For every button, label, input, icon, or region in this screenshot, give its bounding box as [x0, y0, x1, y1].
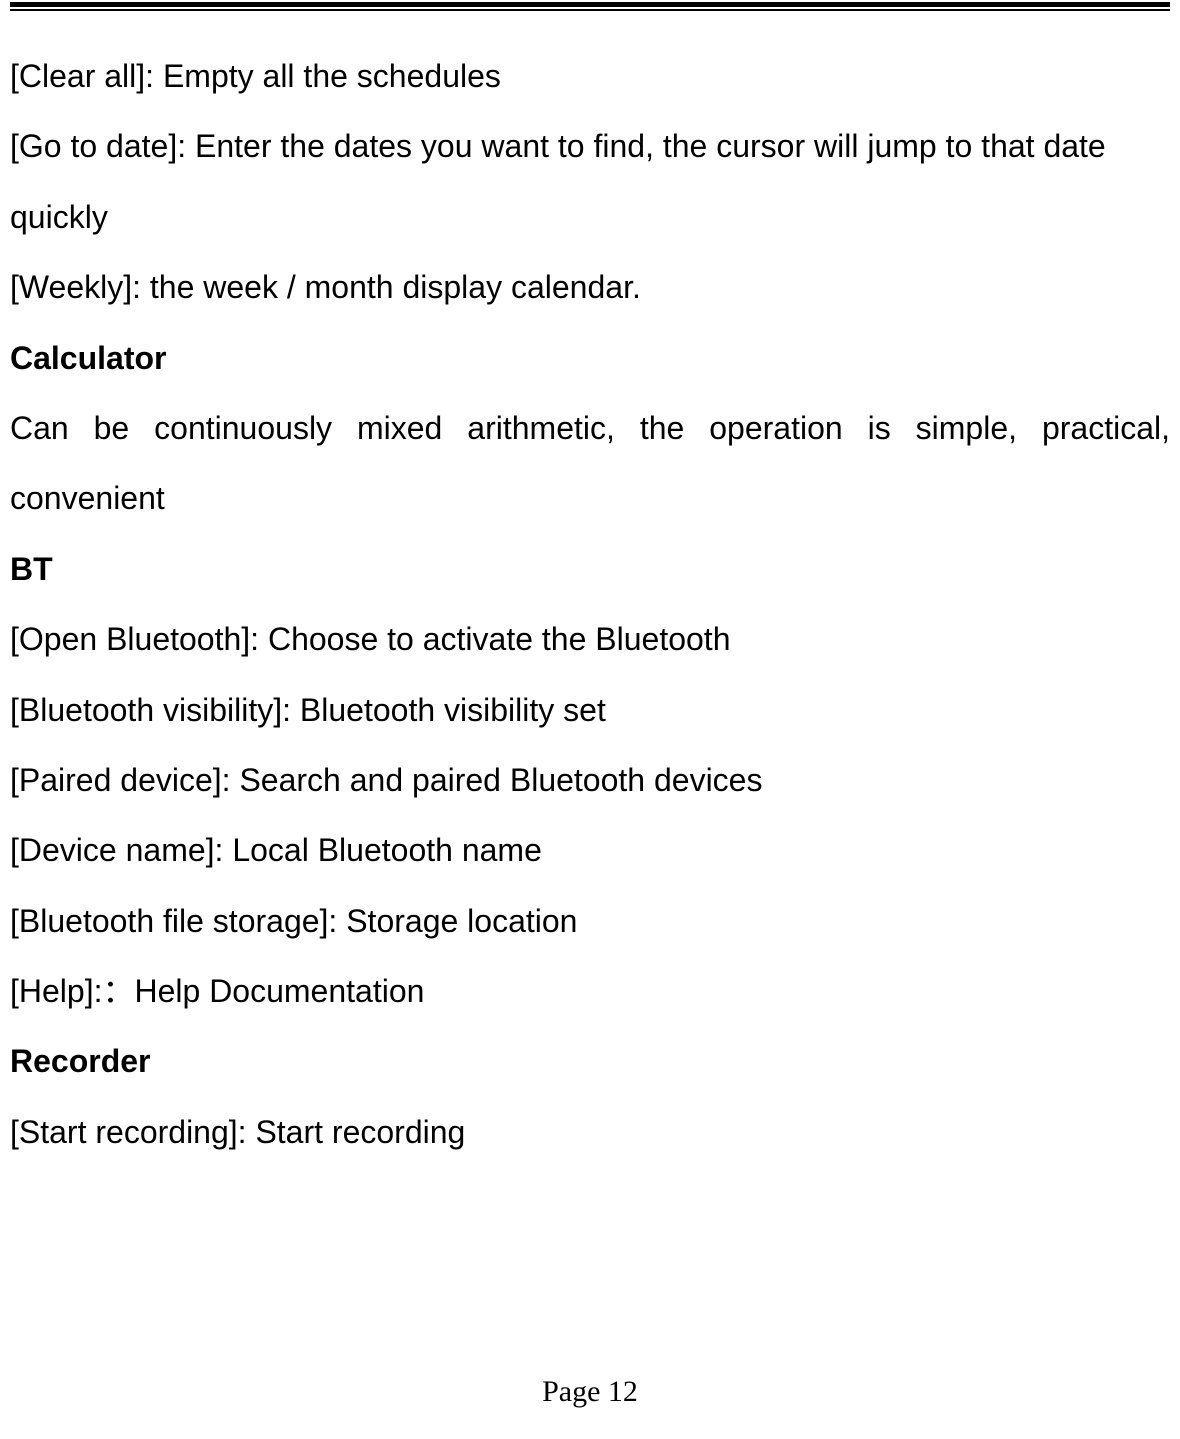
weekly-line: [Weekly]: the week / month display calen… [10, 252, 1170, 322]
start-recording-line: [Start recording]: Start recording [10, 1097, 1170, 1167]
help-line: [Help]:：Help Documentation [10, 956, 1170, 1026]
bt-heading: BT [10, 534, 1170, 604]
bluetooth-visibility-line: [Bluetooth visibility]: Bluetooth visibi… [10, 675, 1170, 745]
header-rule-thin [10, 9, 1170, 11]
header-rule-thick [10, 2, 1170, 7]
open-bluetooth-line: [Open Bluetooth]: Choose to activate the… [10, 604, 1170, 674]
bluetooth-storage-line: [Bluetooth file storage]: Storage locati… [10, 886, 1170, 956]
paired-device-line: [Paired device]: Search and paired Bluet… [10, 745, 1170, 815]
document-content: [Clear all]: Empty all the schedules [Go… [10, 41, 1170, 1167]
clear-all-line: [Clear all]: Empty all the schedules [10, 41, 1170, 111]
device-name-line: [Device name]: Local Bluetooth name [10, 815, 1170, 885]
calculator-desc: Can be continuously mixed arithmetic, th… [10, 393, 1170, 534]
calculator-heading: Calculator [10, 323, 1170, 393]
recorder-heading: Recorder [10, 1026, 1170, 1096]
go-to-date-line: [Go to date]: Enter the dates you want t… [10, 111, 1170, 252]
page-number: Page 12 [0, 1375, 1180, 1409]
